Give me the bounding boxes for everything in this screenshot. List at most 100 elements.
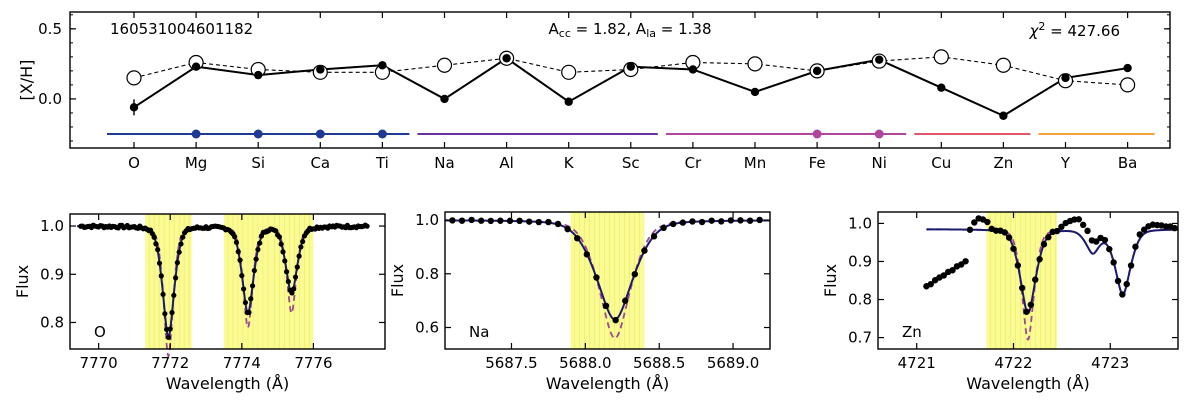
- highlight-regions: [145, 214, 314, 349]
- observed-point: [165, 334, 172, 341]
- acc-ala-label: Acc = 1.82, Ala = 1.38: [549, 20, 712, 40]
- observed-point: [1027, 301, 1035, 308]
- observed-point: [1018, 284, 1026, 292]
- filled-point: [254, 70, 263, 80]
- observed-point: [1001, 229, 1008, 236]
- observed-point: [233, 239, 240, 245]
- xtick-label: Ni: [872, 154, 887, 172]
- observed-point: [151, 234, 157, 240]
- observed-point: [526, 218, 533, 225]
- xtick-label: Al: [499, 154, 513, 172]
- ytick-label: 0.0: [38, 90, 62, 108]
- observed-point: [1110, 259, 1117, 266]
- observed-point: [650, 233, 658, 240]
- observed-point: [1079, 221, 1087, 229]
- xtick-label: Ti: [375, 154, 389, 172]
- observed-point: [172, 275, 179, 281]
- filled-point: [999, 111, 1008, 120]
- group-dot: [315, 129, 325, 139]
- abundance-group-bars: [107, 129, 1155, 139]
- ytick-label: 0.8: [40, 313, 64, 331]
- observed-point: [622, 297, 629, 304]
- observed-point: [612, 316, 619, 324]
- spectrum-curves: [444, 216, 771, 340]
- open-point: [747, 56, 763, 72]
- filled-point: [1123, 63, 1132, 73]
- observed-point: [1136, 231, 1143, 238]
- xtick-label: 5688.0: [559, 354, 612, 372]
- ytick-label: 0.5: [38, 20, 62, 38]
- observed-point: [1101, 236, 1109, 244]
- observed-point: [171, 292, 177, 298]
- filled-point: [440, 94, 449, 104]
- observed-point: [949, 267, 956, 274]
- observed-point: [737, 217, 744, 224]
- observed-point: [249, 283, 256, 289]
- abundance-panel: 0.5 0.0 O Mg Si Ca Ti Na Al K Sc Cr Mn Fe Ni Cu Zn Y Ba [X…: [17, 11, 1171, 172]
- observed-point: [1023, 308, 1030, 315]
- observed-point: [282, 258, 288, 264]
- filled-point: [316, 65, 325, 74]
- observed-point: [487, 217, 494, 225]
- observed-point: [273, 228, 279, 234]
- ytick-label: 0.7: [848, 329, 872, 347]
- filled-point: [688, 65, 698, 74]
- observed-point: [458, 217, 466, 224]
- chi-square-label: χ2 = 427.66: [1029, 20, 1120, 40]
- observed-point: [298, 244, 304, 250]
- dashed-series-line: [133, 56, 1128, 86]
- observed-point: [497, 217, 504, 224]
- ytick-label: 0.6: [415, 319, 439, 337]
- observed-point: [593, 274, 600, 281]
- spectrum-curves: [923, 215, 1179, 341]
- spectrum-frame: [69, 213, 386, 350]
- xtick-label: Mg: [185, 154, 207, 172]
- filled-point: [502, 54, 511, 63]
- observed-point: [574, 235, 581, 242]
- xtick-label: 5689.0: [707, 354, 760, 372]
- filled-point: [1061, 73, 1070, 83]
- observed-point: [1123, 280, 1130, 288]
- observed-point: [940, 272, 948, 279]
- observed-point: [246, 309, 252, 315]
- observed-point: [1005, 234, 1013, 241]
- observed-point: [756, 216, 763, 224]
- observed-point: [670, 220, 677, 228]
- observed-point: [660, 224, 667, 232]
- observed-point: [583, 251, 591, 258]
- spectrum-panel-na: 5687.5 5688.0 5688.5 5689.0 1.0 0.8 0.6 Flux W…: [388, 211, 771, 393]
- observed-point: [162, 311, 168, 317]
- observed-point: [280, 249, 286, 255]
- observed-point: [1171, 224, 1178, 232]
- xtick-label: 4721: [898, 354, 936, 372]
- observed-point: [153, 241, 159, 247]
- spectrum-element-label: O: [94, 323, 106, 341]
- xtick-label: Si: [251, 154, 265, 172]
- highlight-regions: [570, 212, 645, 349]
- observed-point: [294, 264, 300, 270]
- open-point: [995, 57, 1012, 73]
- abundance-series: [126, 49, 1136, 120]
- xtick-label: Ca: [310, 154, 330, 172]
- observed-point: [516, 217, 523, 225]
- observed-point: [248, 296, 254, 302]
- observed-point: [708, 217, 715, 224]
- observed-point: [1075, 216, 1083, 223]
- xtick-label: Zn: [994, 154, 1014, 172]
- observed-point: [239, 273, 245, 279]
- observed-point: [506, 217, 514, 225]
- observed-point: [1058, 223, 1065, 231]
- observed-point: [1114, 277, 1122, 285]
- group-dot: [812, 129, 822, 139]
- spectrum-frame: [877, 211, 1179, 350]
- spectrum-panel-o: 7770 7772 7774 7776 1.0 0.9 0.8 Flux Wavelengt…: [13, 213, 386, 393]
- spectrum-frame: [444, 211, 771, 350]
- open-point: [1119, 77, 1136, 93]
- observed-point: [1010, 245, 1017, 252]
- observed-point: [1119, 291, 1126, 298]
- open-point: [933, 49, 949, 65]
- observed-point: [1106, 245, 1113, 253]
- spectrum-ylabel: Flux: [13, 265, 32, 298]
- observed-point: [155, 247, 161, 253]
- observed-point: [971, 219, 978, 226]
